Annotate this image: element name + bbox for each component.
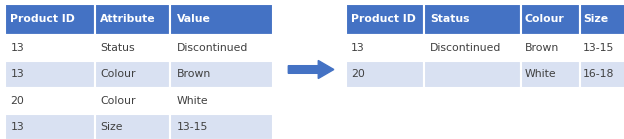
Bar: [95, 35, 170, 61]
Polygon shape: [288, 60, 334, 79]
Text: 13-15: 13-15: [177, 122, 208, 132]
Bar: [95, 88, 170, 114]
Bar: [580, 4, 624, 35]
Bar: [424, 4, 521, 35]
Text: Discontinued: Discontinued: [430, 43, 502, 53]
Text: Status: Status: [430, 14, 470, 24]
Text: Size: Size: [100, 122, 122, 132]
Text: 20: 20: [351, 69, 365, 79]
Text: Attribute: Attribute: [100, 14, 155, 24]
Bar: [521, 61, 580, 88]
Bar: [5, 35, 95, 61]
Bar: [5, 88, 95, 114]
Bar: [95, 4, 170, 35]
Text: Value: Value: [177, 14, 210, 24]
Text: Size: Size: [583, 14, 608, 24]
Text: Product ID: Product ID: [351, 14, 416, 24]
Text: White: White: [177, 96, 208, 106]
Bar: [424, 61, 521, 88]
Bar: [521, 4, 580, 35]
Bar: [5, 61, 95, 88]
Bar: [170, 4, 273, 35]
Text: Colour: Colour: [100, 96, 135, 106]
Text: Status: Status: [100, 43, 135, 53]
Bar: [521, 35, 580, 61]
Text: Colour: Colour: [525, 14, 564, 24]
Bar: [170, 35, 273, 61]
Text: 13-15: 13-15: [583, 43, 615, 53]
Bar: [170, 114, 273, 139]
Text: Discontinued: Discontinued: [177, 43, 248, 53]
Bar: [580, 35, 624, 61]
Bar: [5, 114, 95, 139]
Text: Product ID: Product ID: [11, 14, 76, 24]
Text: Brown: Brown: [525, 43, 559, 53]
Bar: [424, 35, 521, 61]
Text: 16-18: 16-18: [583, 69, 615, 79]
Text: 13: 13: [11, 69, 24, 79]
Bar: [346, 61, 424, 88]
Text: Colour: Colour: [100, 69, 135, 79]
Text: 20: 20: [11, 96, 24, 106]
Bar: [5, 4, 95, 35]
Bar: [95, 114, 170, 139]
Bar: [95, 61, 170, 88]
Text: Brown: Brown: [177, 69, 211, 79]
Text: 13: 13: [11, 43, 24, 53]
Bar: [580, 61, 624, 88]
Bar: [170, 88, 273, 114]
Bar: [170, 61, 273, 88]
Text: 13: 13: [351, 43, 365, 53]
Text: 13: 13: [11, 122, 24, 132]
Text: White: White: [525, 69, 556, 79]
Bar: [346, 4, 424, 35]
Bar: [346, 35, 424, 61]
